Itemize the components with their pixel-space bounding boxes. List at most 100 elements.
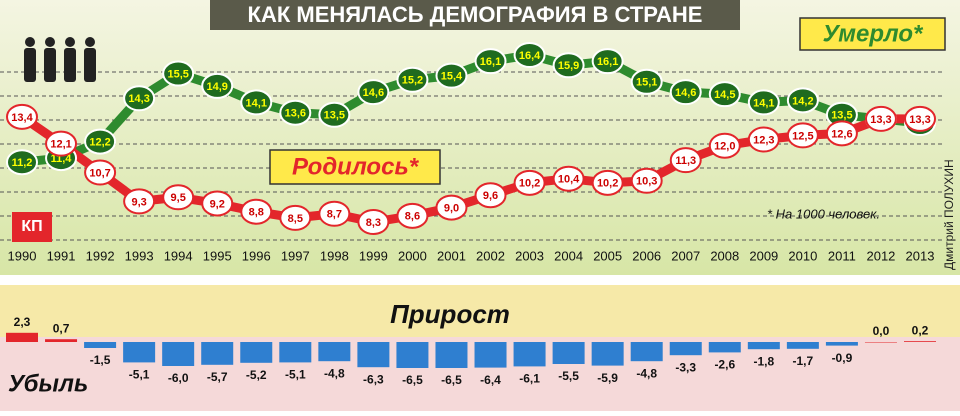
bar [708, 342, 741, 353]
bar [552, 342, 585, 364]
value-label: 16,1 [480, 56, 501, 68]
marker [513, 169, 546, 196]
value-label: 12,5 [792, 130, 813, 142]
dashed-lines [0, 71, 945, 241]
bar [318, 342, 351, 362]
x-tick-label: 2005 [593, 248, 622, 263]
marker [825, 120, 858, 147]
value-label: 16,4 [519, 50, 541, 62]
x-tick-label: 2006 [632, 248, 661, 263]
bar [864, 342, 897, 343]
people-icon [24, 37, 96, 82]
value-label: -1,5 [90, 353, 111, 367]
marker [708, 81, 741, 108]
marker [552, 52, 585, 79]
value-label: 14,6 [675, 87, 696, 99]
value-label: 14,3 [128, 93, 149, 105]
value-label: -6,3 [363, 372, 384, 386]
value-label: 13,5 [831, 110, 852, 122]
value-label: -6,1 [519, 372, 540, 386]
value-label: 12,0 [714, 141, 735, 153]
value-label: -2,6 [714, 358, 735, 372]
x-tick-label: 1993 [125, 248, 154, 263]
growth-title: Прирост [390, 299, 510, 329]
value-label: -5,9 [597, 371, 618, 385]
value-label: 12,2 [89, 136, 110, 148]
value-label: 8,8 [249, 207, 264, 219]
marker [357, 209, 390, 235]
value-label: -5,7 [207, 370, 228, 384]
bar [630, 342, 663, 362]
value-label: 14,1 [246, 97, 267, 109]
value-label: 13,3 [909, 114, 930, 126]
value-label: 10,4 [558, 174, 580, 186]
marker [435, 62, 468, 89]
bar [747, 342, 780, 350]
x-tick-label: 2012 [866, 248, 895, 263]
value-label: 8,5 [288, 213, 303, 225]
marker [45, 130, 78, 157]
value-label: -4,8 [324, 366, 345, 380]
value-label: -6,4 [480, 373, 501, 387]
bar [45, 339, 78, 342]
marker [630, 167, 663, 194]
marker [84, 159, 117, 186]
value-label: -3,3 [675, 360, 696, 374]
marker [396, 202, 429, 229]
bar [786, 342, 819, 349]
value-label: 15,1 [636, 77, 657, 89]
value-label: -4,8 [636, 366, 657, 380]
credit: Дмитрий ПОЛУХИН [942, 159, 956, 270]
marker [630, 68, 663, 95]
bar [279, 342, 312, 363]
value-label: 10,2 [519, 178, 540, 190]
value-label: -5,1 [129, 368, 150, 382]
decline-title: Убыль [8, 370, 88, 397]
value-label: 0,7 [53, 321, 70, 335]
value-label: 15,2 [402, 75, 423, 87]
x-tick-label: 1994 [164, 248, 193, 263]
marker [747, 126, 780, 153]
marker [435, 194, 468, 221]
value-label: 11,3 [675, 155, 696, 167]
value-label: 9,0 [444, 202, 459, 214]
marker [279, 204, 312, 231]
marker [747, 89, 780, 116]
legend-label: Умерло* [823, 20, 924, 47]
value-label: 13,6 [285, 108, 306, 120]
value-label: 9,3 [131, 196, 146, 208]
x-tick-label: 1990 [8, 248, 37, 263]
value-label: 12,6 [831, 128, 852, 140]
value-label: 8,3 [366, 217, 381, 229]
value-label: -6,5 [402, 373, 423, 387]
value-label: 10,2 [597, 178, 618, 190]
logo-box [12, 212, 52, 242]
marker [6, 103, 38, 130]
x-tick-label: 1995 [203, 248, 232, 263]
value-label: 10,7 [89, 167, 110, 179]
value-label: 0,2 [912, 323, 929, 337]
value-label: 9,6 [483, 190, 498, 202]
bar [669, 342, 702, 356]
marker [591, 169, 624, 196]
value-label: 13,3 [870, 114, 891, 126]
bar [201, 342, 234, 365]
marker [513, 42, 546, 68]
bar [84, 342, 117, 348]
logo: КП [21, 218, 42, 235]
value-label: 15,4 [441, 71, 463, 83]
marker [6, 149, 38, 176]
value-label: 8,7 [327, 209, 342, 221]
value-label: 14,9 [207, 81, 228, 93]
x-tick-label: 2000 [398, 248, 427, 263]
legend-label: Родилось* [292, 153, 420, 180]
x-tick-label: 2009 [749, 248, 778, 263]
value-label: 13,5 [324, 110, 345, 122]
marker [669, 147, 702, 174]
value-label: 11,2 [12, 157, 33, 169]
value-label: 10,3 [636, 176, 657, 188]
marker [318, 101, 351, 128]
value-label: -5,5 [558, 369, 579, 383]
marker [162, 60, 195, 87]
